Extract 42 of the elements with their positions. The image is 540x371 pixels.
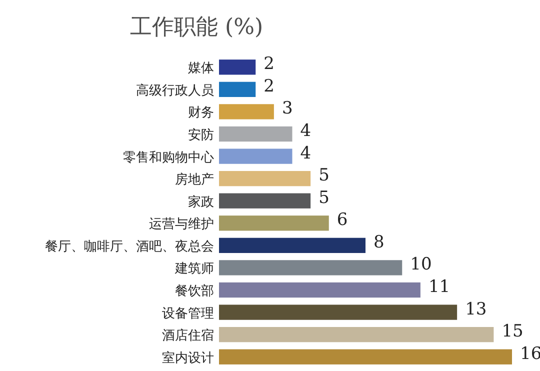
bar xyxy=(219,170,311,186)
bar xyxy=(219,193,311,208)
data-label: 8 xyxy=(374,232,384,252)
data-label: 6 xyxy=(336,210,348,230)
data-label: 4 xyxy=(300,121,312,141)
bar xyxy=(219,148,292,164)
bar xyxy=(219,126,292,142)
data-label: 2 xyxy=(264,54,274,74)
data-label: 4 xyxy=(300,143,312,164)
chart-title: 工作职能 (%) xyxy=(130,15,264,40)
bar xyxy=(219,326,494,342)
y-tick-label: 高级行政人员 xyxy=(136,82,214,98)
bar xyxy=(219,82,256,98)
y-tick-label: 安防 xyxy=(188,127,214,143)
y-tick-label: 酒店住宿 xyxy=(162,328,214,344)
bar xyxy=(219,349,512,364)
data-label: 11 xyxy=(428,277,450,297)
data-label: 2 xyxy=(264,76,274,96)
data-label: 5 xyxy=(318,166,330,186)
y-tick-label: 房地产 xyxy=(175,172,214,188)
y-tick-label: 财务 xyxy=(188,106,214,121)
y-tick-label: 设备管理 xyxy=(162,306,214,322)
y-tick-label: 建筑师 xyxy=(174,262,214,277)
bar xyxy=(219,304,458,320)
bar xyxy=(219,260,402,276)
data-label: 5 xyxy=(318,188,330,208)
y-tick-label: 室内设计 xyxy=(162,350,214,366)
bar xyxy=(219,60,256,75)
bar xyxy=(219,104,274,120)
y-tick-label: 零售和购物中心 xyxy=(123,149,214,166)
y-tick-label: 运营与维护 xyxy=(149,217,214,232)
y-tick-label: 餐厅、咖啡厅、酒吧、夜总会 xyxy=(45,238,214,254)
data-label: 13 xyxy=(465,299,487,320)
y-tick-label: 家政 xyxy=(188,194,214,210)
data-label: 3 xyxy=(282,98,293,119)
y-tick-label: 餐饮部 xyxy=(175,284,214,299)
y-tick-label: 媒体 xyxy=(188,61,214,76)
bar xyxy=(219,216,329,231)
bar xyxy=(219,282,420,298)
bar xyxy=(219,238,366,254)
data-label: 10 xyxy=(410,254,432,275)
data-label: 15 xyxy=(502,322,524,342)
